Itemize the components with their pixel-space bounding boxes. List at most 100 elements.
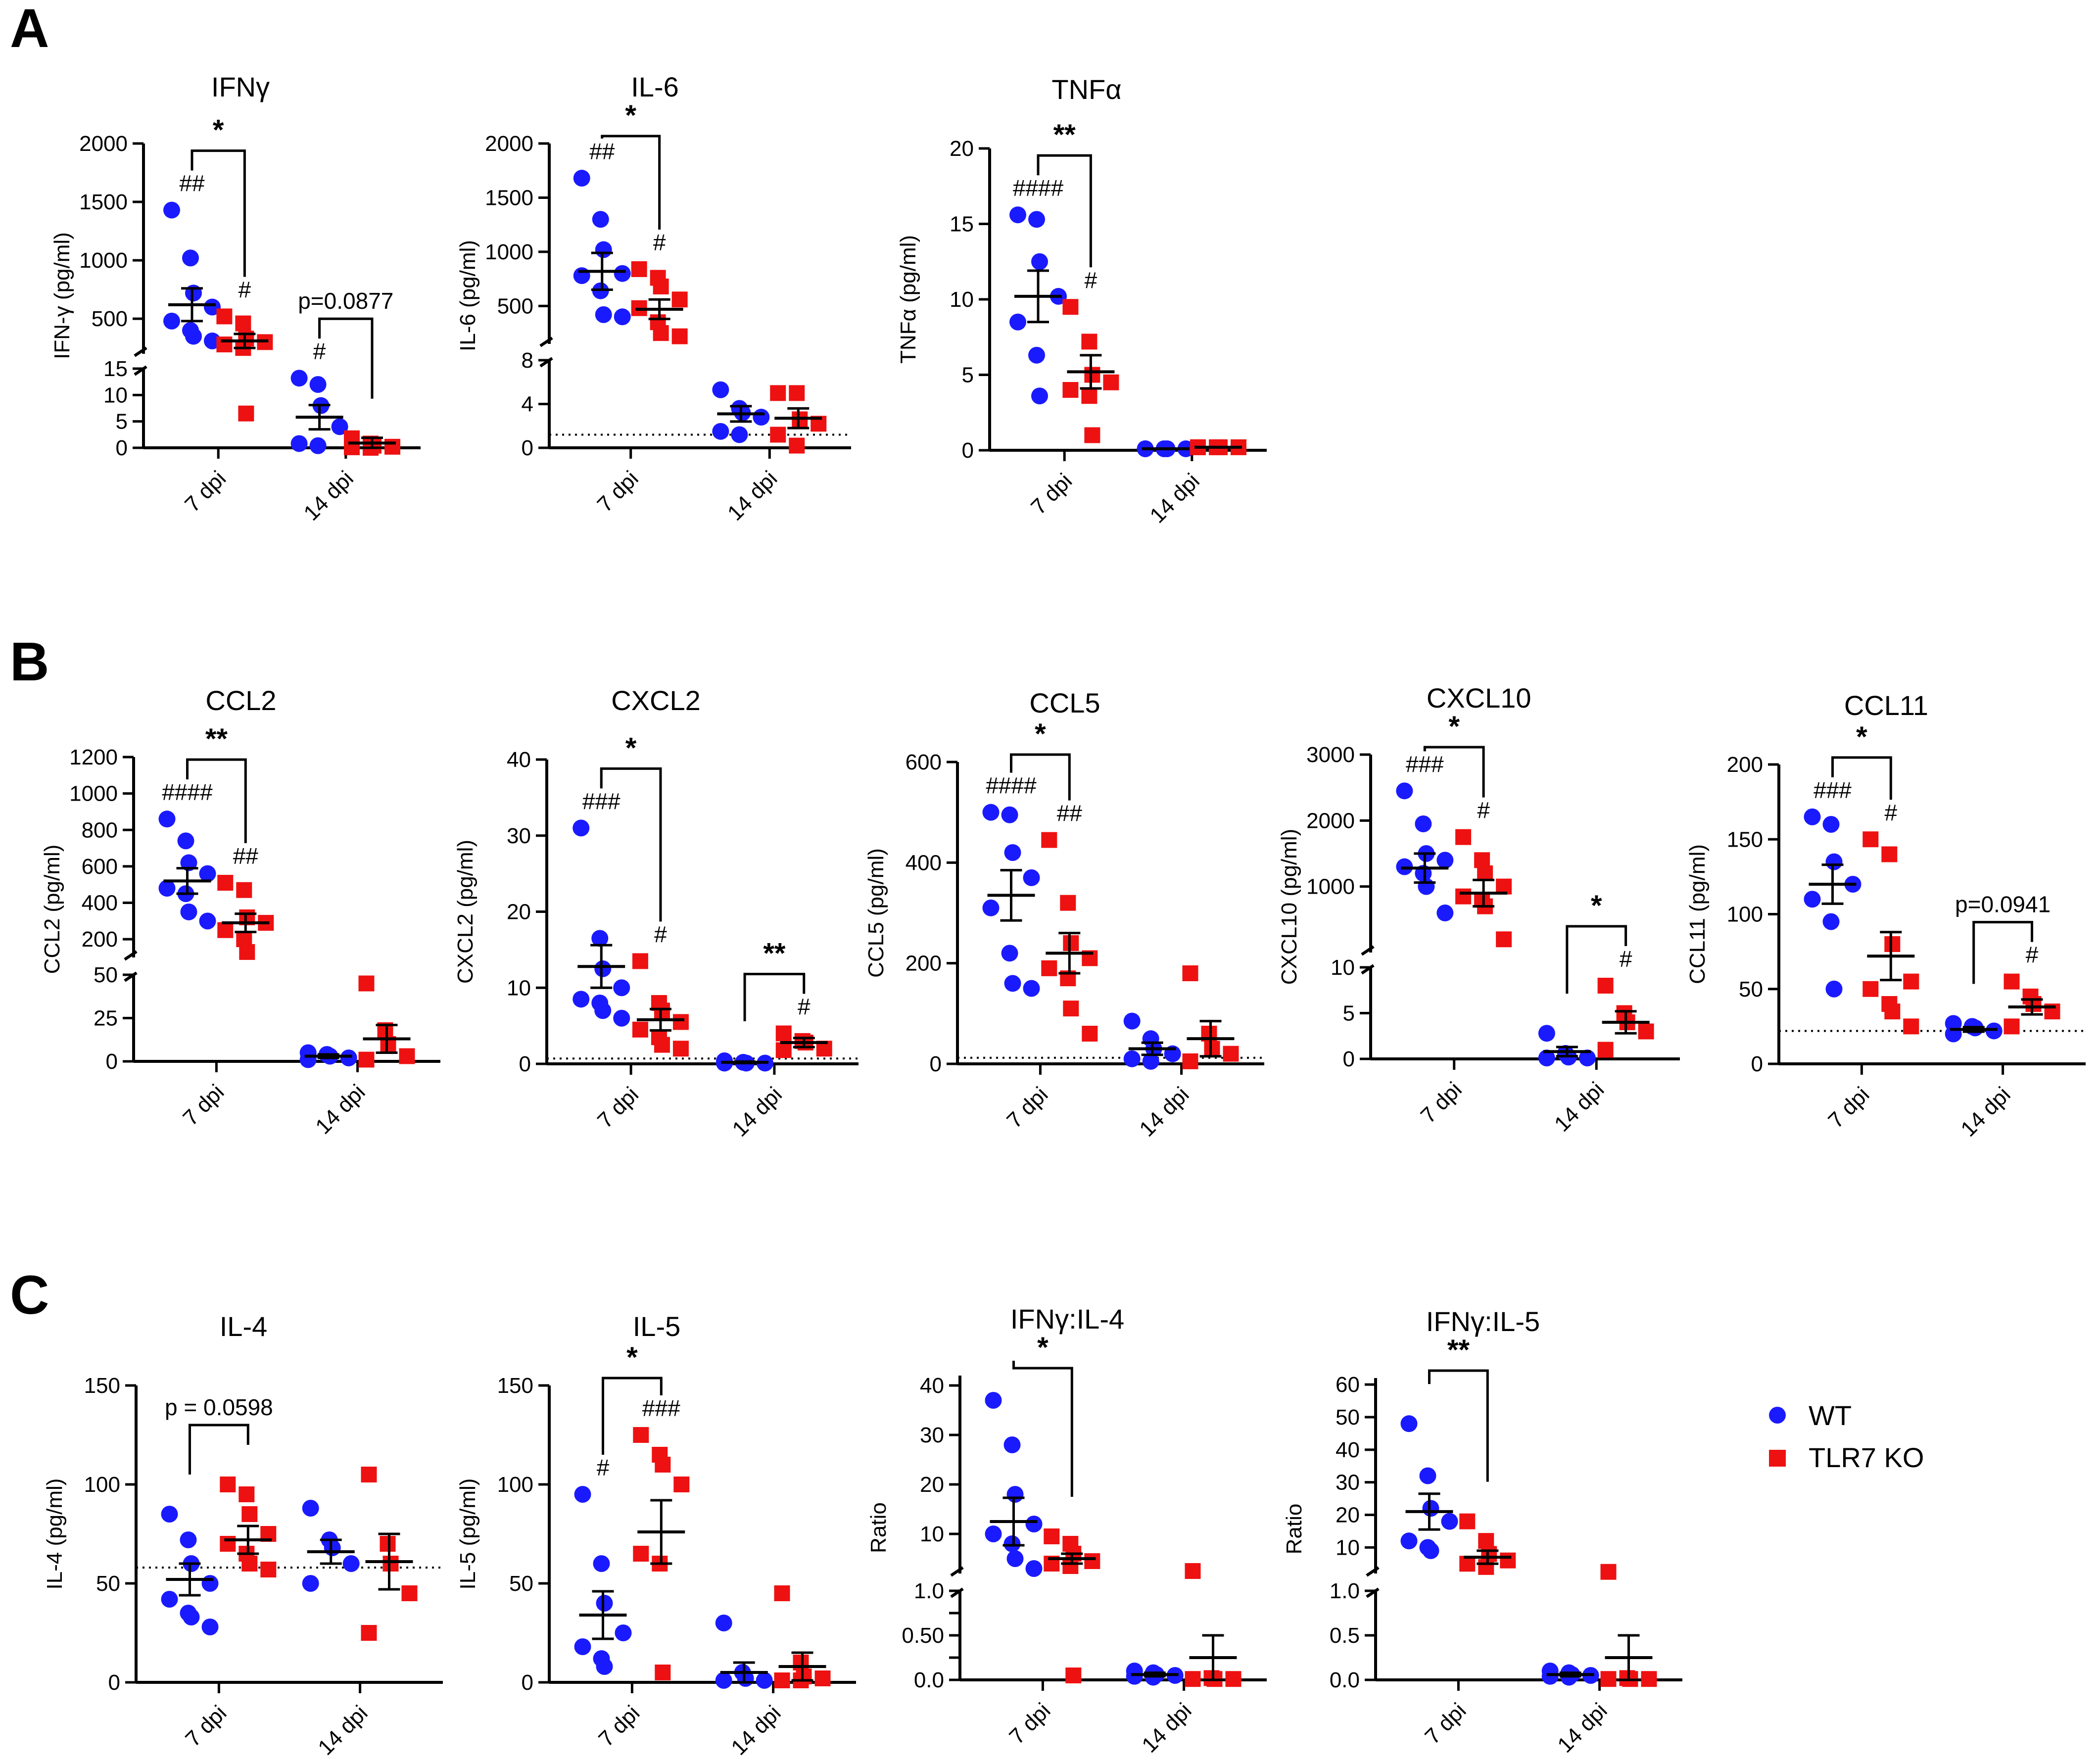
- y-tick-label: 25: [94, 1006, 118, 1031]
- data-point-tlr7ko: [671, 291, 688, 308]
- y-tick-label: 0.0: [914, 1668, 944, 1692]
- y-tick-label: 1000: [79, 248, 128, 273]
- data-point-wt: [1825, 980, 1843, 998]
- x-category-label: 14 dpi: [723, 466, 782, 525]
- bracket-label: *: [1448, 711, 1460, 743]
- y-tick-label: 200: [906, 952, 942, 976]
- comparison-bracket: [600, 767, 662, 922]
- significance-hash: ##: [233, 843, 259, 869]
- data-point-wt: [594, 1002, 612, 1019]
- data-point-tlr7ko: [1478, 1559, 1494, 1575]
- data-point-tlr7ko: [1084, 427, 1100, 443]
- y-tick-label: 60: [1336, 1373, 1360, 1397]
- significance-hash: ##: [1057, 801, 1083, 826]
- chart-title: IL-5: [633, 1311, 681, 1342]
- data-point-tlr7ko: [241, 1506, 258, 1522]
- bracket-label: *: [626, 1341, 638, 1374]
- data-point-tlr7ko: [654, 1037, 670, 1053]
- data-point-wt: [1028, 346, 1045, 364]
- data-point-tlr7ko: [358, 1051, 375, 1068]
- y-tick-label: 0: [106, 1049, 118, 1074]
- x-category-label: 7 dpi: [1416, 1077, 1467, 1128]
- chart-11: IFNγ:IL-5 Ratio 0.0 0.5 1.0 10 20 30 40 50 60 7 dpi…: [1282, 1306, 1682, 1758]
- x-category-label: 7 dpi: [1004, 1698, 1055, 1749]
- data-point-tlr7ko: [1041, 960, 1057, 976]
- y-tick-label: 1200: [69, 745, 118, 769]
- data-point-wt: [199, 865, 216, 882]
- data-point-tlr7ko: [361, 1467, 377, 1482]
- data-point-wt: [1003, 1436, 1021, 1453]
- y-axis-label: CXCL2 (pg/ml): [453, 840, 477, 984]
- x-category-label: 7 dpi: [180, 466, 231, 517]
- y-tick-label: 50: [1336, 1405, 1360, 1430]
- y-axis-label: CXCL10 (pg/ml): [1277, 829, 1301, 985]
- x-category-label: 7 dpi: [593, 1082, 643, 1133]
- data-point-wt: [615, 1624, 632, 1641]
- data-point-tlr7ko: [1081, 334, 1098, 350]
- data-point-tlr7ko: [1062, 382, 1079, 398]
- data-point-tlr7ko: [1185, 1563, 1201, 1579]
- data-point-wt: [180, 854, 197, 871]
- x-category-label: 7 dpi: [1002, 1082, 1052, 1133]
- data-point-wt: [1822, 913, 1840, 930]
- data-point-wt: [1031, 387, 1048, 405]
- data-point-tlr7ko: [1223, 1046, 1239, 1062]
- data-point-wt: [573, 267, 590, 285]
- data-point-tlr7ko: [671, 328, 688, 344]
- significance-hash: #: [653, 230, 666, 255]
- data-point-tlr7ko: [236, 882, 252, 898]
- data-point-tlr7ko: [1182, 1053, 1198, 1069]
- comparison-bracket: [186, 758, 247, 844]
- data-point-tlr7ko: [217, 922, 234, 938]
- significance-hash: #: [798, 994, 811, 1020]
- data-point-tlr7ko: [382, 1556, 399, 1572]
- chart-title: CCL2: [205, 685, 276, 716]
- data-point-wt: [302, 1500, 319, 1517]
- data-point-tlr7ko: [770, 427, 786, 443]
- y-tick-label: 2000: [485, 132, 533, 156]
- axis-break-mark: [950, 1566, 964, 1577]
- data-point-tlr7ko: [1063, 1001, 1079, 1017]
- data-point-wt: [596, 1658, 613, 1675]
- x-category-label: 14 dpi: [726, 1701, 785, 1760]
- chart-7: CCL11 CCL11 (pg/ml) 0 50 100 150 200 7 dpi 14 dp…: [1685, 690, 2086, 1142]
- data-point-wt: [158, 810, 176, 828]
- bracket-label: **: [1053, 119, 1076, 151]
- y-tick-label: 0: [930, 1052, 942, 1076]
- data-point-tlr7ko: [774, 1672, 790, 1688]
- data-point-wt: [1001, 806, 1018, 823]
- y-tick-label: 400: [906, 851, 942, 875]
- data-point-tlr7ko: [653, 325, 669, 341]
- data-point-tlr7ko: [1500, 1552, 1516, 1569]
- data-point-wt: [1004, 844, 1021, 861]
- data-point-tlr7ko: [216, 308, 233, 325]
- data-point-tlr7ko: [632, 1021, 648, 1038]
- data-point-wt: [1422, 1500, 1439, 1517]
- legend-wt-marker: [1769, 1407, 1786, 1424]
- bracket-label: *: [1035, 718, 1046, 750]
- y-tick-label: 0: [108, 1670, 120, 1695]
- data-point-wt: [1436, 905, 1454, 921]
- comparison-bracket: [1037, 154, 1092, 268]
- data-point-wt: [1541, 1668, 1559, 1685]
- comparison-bracket: [1012, 1361, 1073, 1497]
- data-point-tlr7ko: [775, 1042, 792, 1058]
- y-tick-label: 100: [84, 1473, 120, 1497]
- data-point-wt: [1031, 253, 1048, 270]
- bracket-label: **: [763, 938, 786, 970]
- data-point-wt: [594, 960, 612, 977]
- data-point-wt: [185, 328, 202, 345]
- data-point-tlr7ko: [220, 1477, 236, 1492]
- data-point-tlr7ko: [793, 1655, 809, 1670]
- y-tick-label: 4: [522, 392, 533, 417]
- y-tick-label: 2000: [1306, 809, 1355, 833]
- data-point-tlr7ko: [1084, 1553, 1100, 1569]
- y-tick-label: 0: [962, 438, 974, 463]
- data-point-wt: [1415, 815, 1432, 832]
- significance-hash: #: [654, 921, 667, 947]
- data-point-tlr7ko: [1597, 978, 1614, 994]
- data-point-wt: [1985, 1022, 2003, 1040]
- data-point-wt: [201, 1575, 219, 1592]
